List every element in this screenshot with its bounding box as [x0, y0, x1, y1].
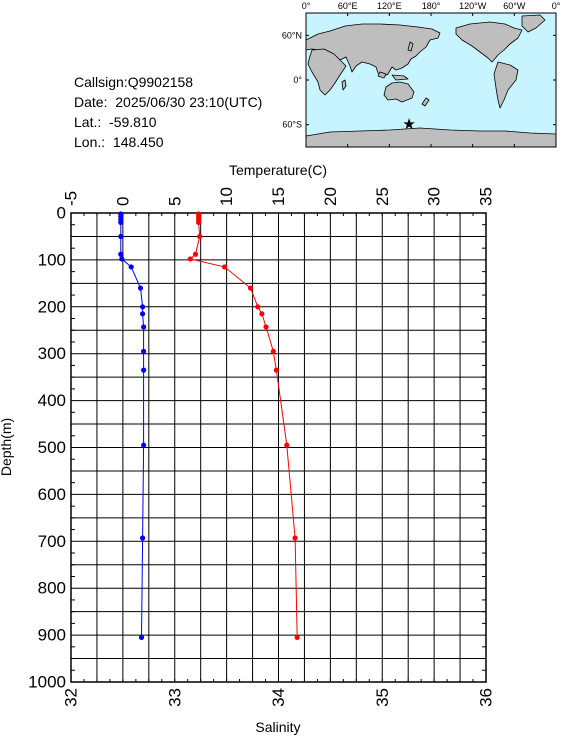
- salinity-tick-label: 35: [373, 688, 392, 707]
- depth-tick-labels: 0 100 200 300 400 500 600 700 800 900 1000: [28, 204, 66, 692]
- salinity-point: [118, 251, 124, 257]
- salinity-point: [137, 285, 144, 291]
- map-lon-label: 120°E: [377, 1, 402, 11]
- temperature-axis-title: Temperature(C): [229, 162, 327, 178]
- salinity-point: [139, 304, 146, 310]
- temperature-point: [270, 348, 276, 354]
- callsign-label: Callsign:: [74, 74, 128, 90]
- temperature-tick-labels: -5 0 5 10 15 20 25 30 35: [62, 187, 496, 206]
- callsign-value: Q9902158: [127, 74, 194, 90]
- map-lon-labels: 0° 60°E 120°E 180° 120°W 60°W 0°: [302, 1, 561, 11]
- temperature-point: [294, 634, 300, 641]
- salinity-point: [139, 535, 146, 541]
- map-lon-label: 60°W: [503, 1, 526, 11]
- salinity-point: [128, 264, 134, 270]
- depth-axis-title: Depth(m): [0, 418, 14, 476]
- station-marker-icon: ★: [402, 116, 415, 133]
- temperature-point: [247, 285, 254, 291]
- depth-tick-label: 100: [38, 250, 66, 269]
- temperature-point: [273, 367, 280, 373]
- depth-tick-label: 900: [38, 626, 66, 645]
- map-lat-label: 60°N: [282, 30, 302, 40]
- temperature-point: [221, 264, 228, 270]
- salinity-point: [141, 367, 147, 373]
- salinity-tick-label: 32: [62, 688, 81, 707]
- map-lon-label: 0°: [552, 1, 561, 11]
- salinity-tick-label: 36: [477, 688, 496, 707]
- depth-tick-label: 0: [57, 204, 66, 223]
- temperature-point: [284, 442, 290, 448]
- minor-ticks: [71, 213, 486, 682]
- depth-tick-label: 600: [38, 485, 66, 504]
- map-lat-label: 60°S: [282, 120, 302, 130]
- temperature-tick-label: 35: [477, 187, 496, 206]
- salinity-point: [141, 324, 147, 330]
- depth-tick-label: 300: [38, 344, 66, 363]
- salinity-tick-labels: 32 33 34 35 36: [62, 688, 496, 707]
- temperature-point: [259, 311, 265, 317]
- lon-label: Lon.:: [74, 134, 106, 150]
- depth-tick-label: 500: [38, 438, 66, 457]
- temperature-point: [197, 233, 203, 240]
- depth-tick-label: 800: [38, 579, 66, 598]
- temperature-point: [196, 219, 202, 225]
- salinity-point: [141, 348, 147, 354]
- salinity-tick-label: 34: [269, 688, 288, 707]
- temperature-tick-label: 20: [321, 187, 340, 206]
- temperature-point: [255, 304, 261, 310]
- salinity-point: [139, 311, 146, 317]
- depth-tick-label: 400: [38, 391, 66, 410]
- salinity-point: [119, 256, 125, 262]
- salinity-profile-line: [120, 213, 145, 638]
- map-lon-label: 180°: [422, 1, 441, 11]
- map-lon-label: 0°: [302, 1, 311, 11]
- temperature-tick-label: 15: [269, 187, 288, 206]
- depth-tick-label: 700: [38, 532, 66, 551]
- depth-tick-label: 200: [38, 297, 66, 316]
- salinity-point: [138, 634, 145, 641]
- grid: [71, 213, 486, 682]
- depth-tick-label: 1000: [28, 673, 66, 692]
- temperature-tick-label: 5: [165, 197, 184, 206]
- map-lat-label: 0°: [293, 75, 302, 85]
- map-ticks: [305, 13, 557, 147]
- temperature-tick-label: 0: [113, 197, 132, 206]
- lon-value: 148.450: [112, 134, 164, 150]
- salinity-axis-title: Salinity: [255, 719, 300, 735]
- map-lat-labels: 60°N 0° 60°S: [282, 30, 303, 129]
- lat-value: -59.810: [109, 114, 157, 130]
- map-lon-label: 60°E: [338, 1, 358, 11]
- profile-plot: -5 0 5 10 15 20 25 30 35 32 33 34 35 36 010020030040…: [0, 162, 496, 735]
- salinity-point: [141, 442, 147, 448]
- lat-label: Lat.:: [74, 114, 102, 130]
- temperature-tick-label: -5: [62, 191, 81, 206]
- world-map: 0° 60°E 120°E 180° 120°W 60°W 0° 60°N 0° 60°S ★: [282, 1, 561, 148]
- map-lon-label: 120°W: [459, 1, 487, 11]
- temperature-point: [192, 251, 199, 257]
- temperature-point: [187, 256, 193, 262]
- salinity-point: [118, 233, 124, 240]
- temperature-tick-label: 30: [425, 187, 444, 206]
- date-value: 2025/06/30 23:10(UTC): [115, 94, 263, 110]
- data-series: [118, 211, 300, 641]
- salinity-point: [118, 219, 124, 225]
- date-label: Date:: [74, 94, 108, 110]
- temperature-tick-label: 10: [217, 187, 236, 206]
- temperature-point: [263, 324, 269, 330]
- temperature-profile-line: [189, 213, 298, 638]
- salinity-tick-label: 33: [165, 688, 184, 707]
- temperature-point: [292, 535, 298, 541]
- map-land: [305, 14, 557, 148]
- temperature-tick-label: 25: [373, 187, 392, 206]
